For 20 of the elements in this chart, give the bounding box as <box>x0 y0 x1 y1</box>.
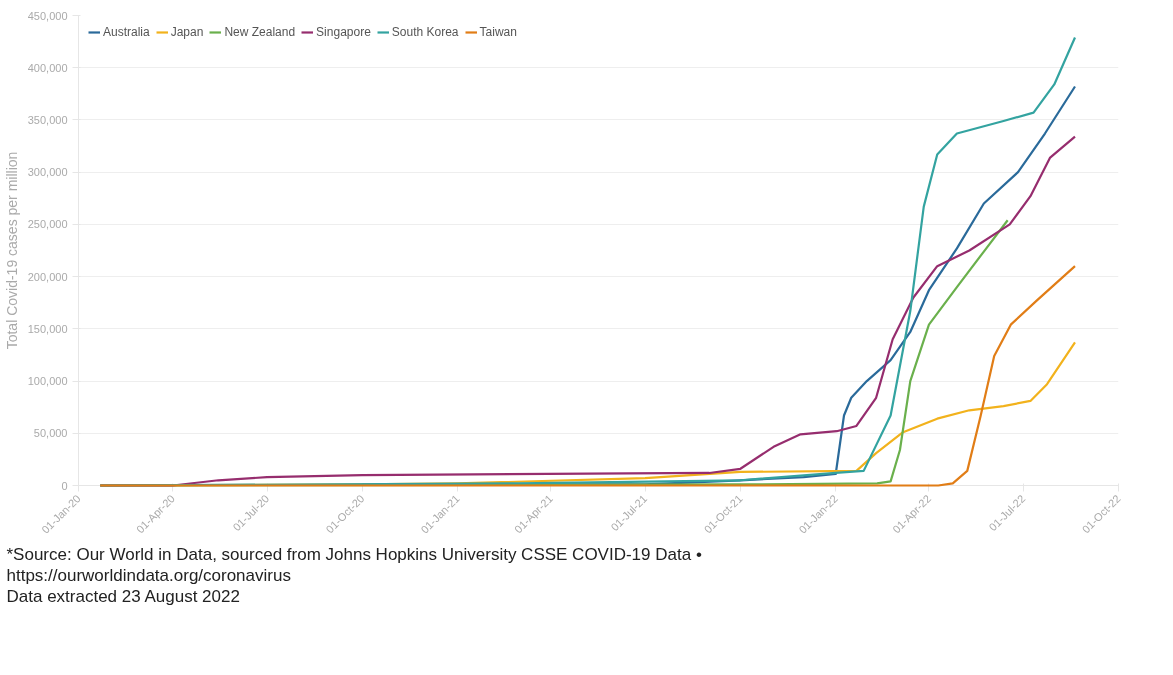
y-axis-title: Total Covid-19 cases per million <box>3 151 20 350</box>
y-tick-label: 400,000 <box>27 61 68 74</box>
y-tick-label: 50,000 <box>33 427 68 440</box>
legend-label: Singapore <box>316 25 371 39</box>
y-tick-label: 450,000 <box>27 9 68 22</box>
legend-label: Japan <box>170 25 204 39</box>
text: *Source: Our World in Data, sourced from Johns Hopkins University CSSE COVID-19 Data • https://ourworldindata.org/coronavirus <box>6 544 702 585</box>
legend-label: New Zealand <box>224 25 296 39</box>
y-tick-label: 350,000 <box>27 113 68 126</box>
y-tick-label: 100,000 <box>27 375 68 388</box>
y-tick-label: 0 <box>61 479 68 492</box>
legend-label: Taiwan <box>479 25 517 39</box>
line-series <box>99 265 1077 487</box>
text: Data extracted 23 August 2022 <box>6 586 240 606</box>
legend-label: Australia <box>103 25 150 39</box>
y-tick-label: 300,000 <box>27 166 68 179</box>
y-tick-label: 150,000 <box>27 322 68 335</box>
y-tick-label: 250,000 <box>27 218 68 231</box>
legend-label: South Korea <box>391 25 459 39</box>
y-tick-label: 200,000 <box>27 270 68 283</box>
